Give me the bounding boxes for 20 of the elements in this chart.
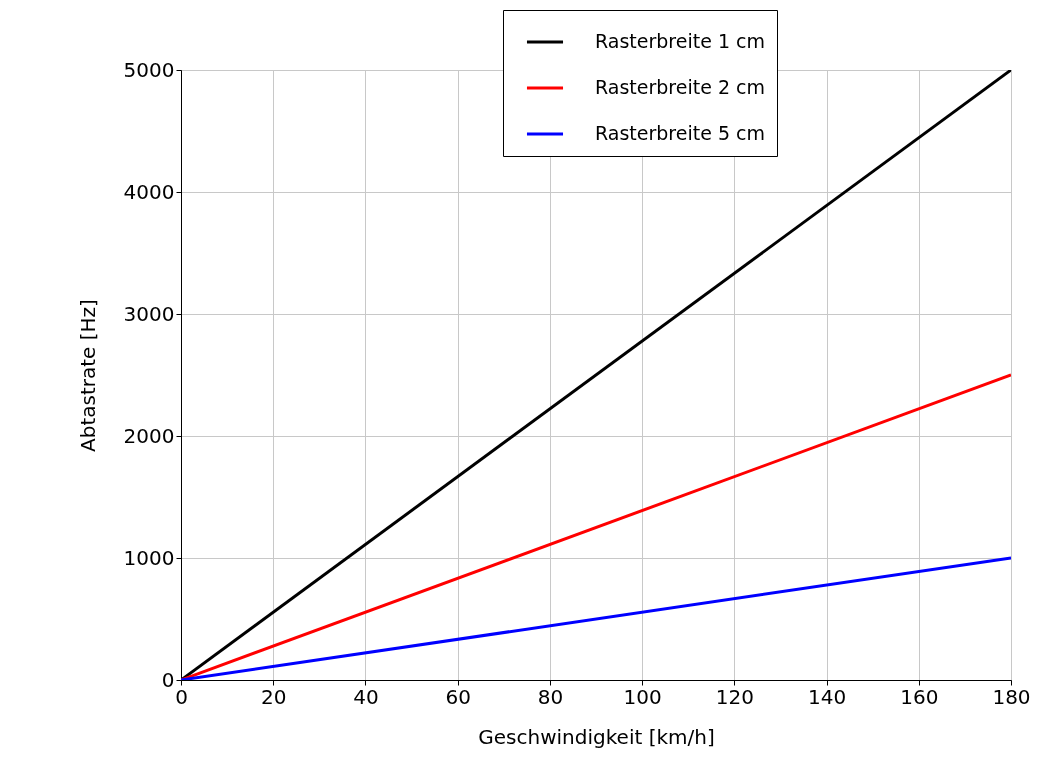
y-tick-label: 1000 (123, 545, 175, 570)
y-tick-label: 4000 (123, 179, 175, 204)
x-tick-label: 120 (715, 684, 754, 709)
x-tick-label: 40 (353, 684, 379, 709)
x-tick-label: 80 (537, 684, 564, 709)
y-tick-label: 2000 (123, 423, 175, 448)
y-axis-title: Abtastrate [Hz] (75, 299, 100, 452)
y-tick-label: 0 (161, 667, 175, 692)
x-tick-label: 160 (900, 684, 939, 709)
x-axis-title: Geschwindigkeit [km/h] (478, 724, 715, 749)
x-tick-label: 20 (261, 684, 287, 709)
x-tick-label: 180 (992, 684, 1031, 709)
y-tick-label: 5000 (123, 57, 175, 82)
x-tick-label: 100 (623, 684, 662, 709)
legend-label: Rasterbreite 5 cm (595, 122, 765, 144)
y-tick-label: 3000 (123, 301, 175, 326)
x-tick-label: 60 (445, 684, 471, 709)
legend-label: Rasterbreite 1 cm (595, 30, 765, 52)
legend-label: Rasterbreite 2 cm (595, 76, 765, 98)
x-tick-label: 140 (807, 684, 847, 709)
